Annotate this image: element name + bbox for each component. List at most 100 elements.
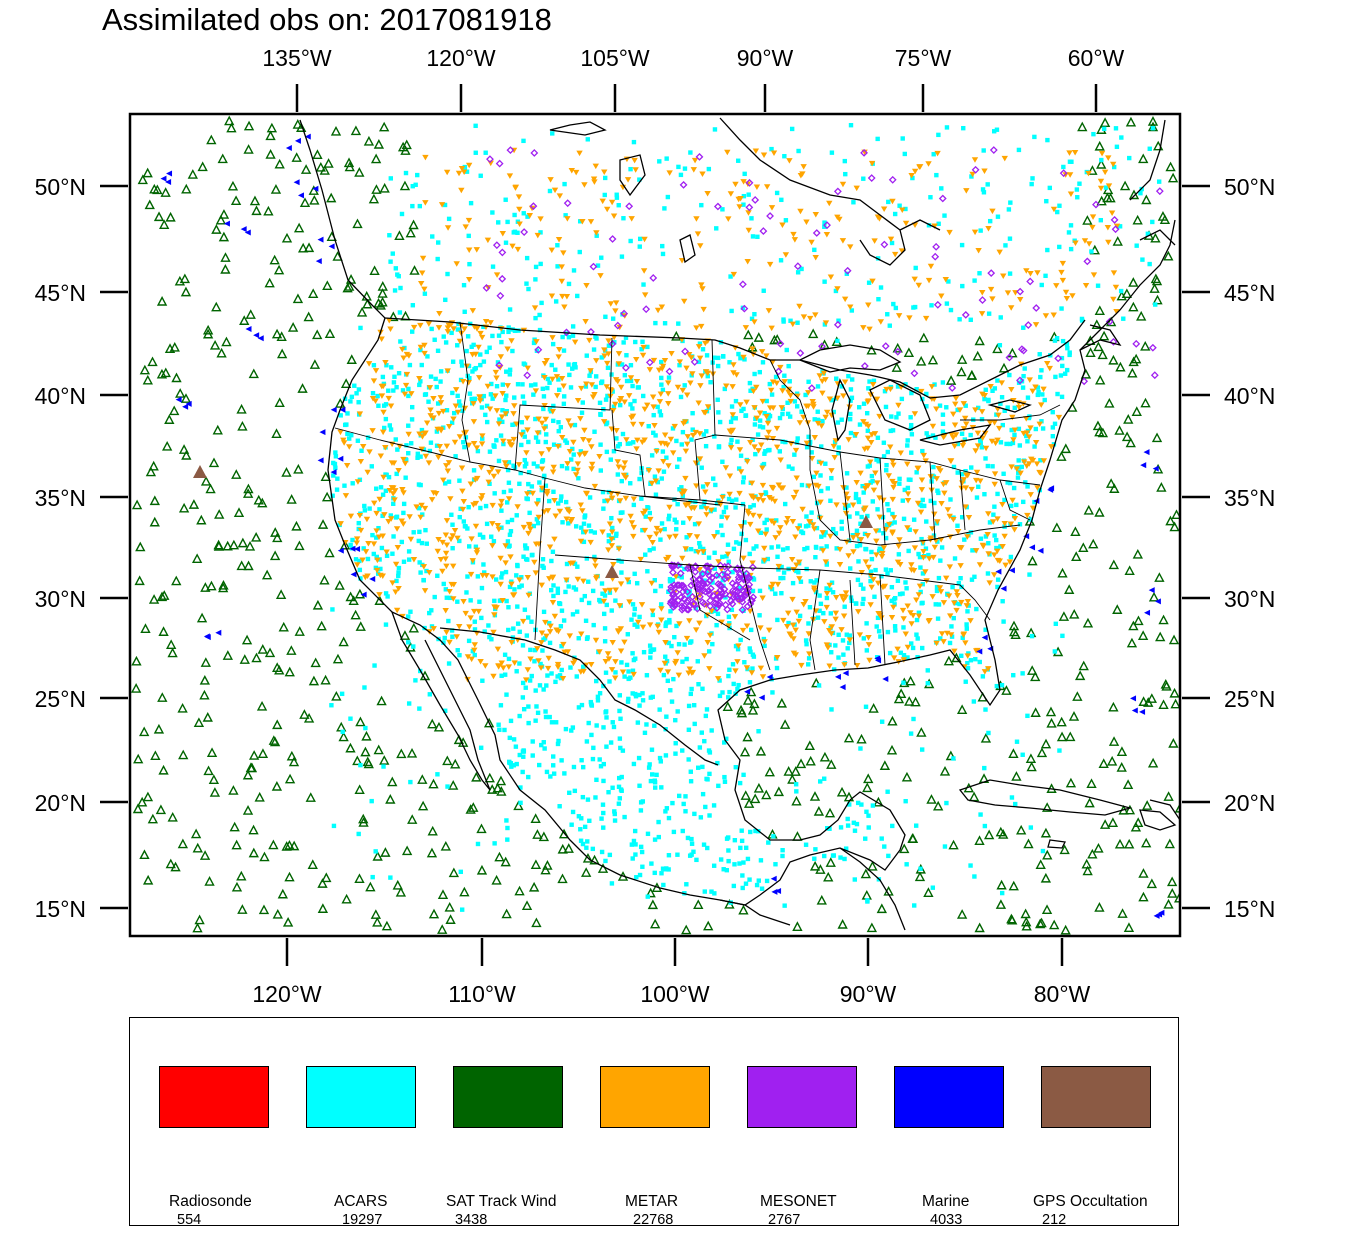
sat-track-wind-marker [131, 499, 143, 510]
acars-marker [601, 506, 606, 511]
acars-marker [427, 610, 432, 616]
acars-marker [633, 656, 638, 661]
marine-marker [350, 571, 357, 578]
acars-marker [556, 377, 561, 382]
sat-track-wind-marker [879, 760, 891, 770]
sat-track-wind-marker [272, 719, 283, 730]
acars-marker [403, 170, 409, 176]
acars-marker [650, 772, 655, 777]
acars-marker [415, 172, 420, 178]
acars-marker [688, 546, 694, 552]
sat-track-wind-marker [862, 782, 873, 793]
acars-marker [985, 571, 991, 576]
acars-marker [942, 213, 947, 218]
acars-marker [757, 418, 763, 423]
acars-marker [443, 587, 449, 592]
acars-marker [577, 249, 582, 255]
metar-marker [615, 361, 623, 367]
acars-marker [1153, 302, 1158, 307]
sat-track-wind-marker [239, 654, 250, 664]
acars-marker [900, 591, 905, 596]
metar-marker [1029, 457, 1037, 464]
metar-marker [911, 411, 919, 417]
acars-marker [777, 415, 783, 421]
mesonet-marker [529, 202, 538, 211]
sat-track-wind-marker [1035, 918, 1046, 929]
acars-marker [824, 595, 830, 601]
acars-marker [947, 640, 953, 646]
acars-marker [459, 907, 465, 912]
acars-marker [531, 461, 537, 466]
metar-marker [963, 421, 970, 428]
acars-marker [711, 803, 717, 808]
acars-marker [998, 544, 1003, 549]
acars-marker [632, 612, 637, 617]
acars-marker [517, 713, 522, 719]
sat-track-wind-marker [1114, 425, 1125, 435]
acars-marker [453, 454, 458, 459]
mesonet-marker [720, 562, 729, 571]
metar-marker [365, 541, 372, 547]
metar-marker [927, 535, 935, 541]
metar-marker [845, 553, 852, 559]
acars-marker [586, 523, 592, 528]
metar-marker [704, 190, 711, 197]
sat-track-wind-marker [863, 773, 874, 784]
metar-marker [550, 464, 557, 471]
metar-marker [811, 434, 819, 441]
metar-marker [964, 653, 971, 659]
acars-marker [812, 856, 817, 861]
acars-marker [521, 211, 526, 216]
metar-marker [1009, 414, 1016, 421]
mesonet-marker [666, 599, 675, 608]
sat-track-wind-marker [926, 794, 937, 804]
acars-marker [732, 862, 737, 867]
acars-marker [1058, 373, 1064, 378]
acars-marker [521, 554, 526, 559]
acars-marker [980, 674, 986, 679]
sat-track-wind-marker [286, 750, 298, 761]
acars-marker [759, 886, 765, 891]
acars-marker [704, 429, 709, 434]
acars-marker [493, 577, 499, 582]
metar-marker [1059, 277, 1067, 284]
acars-marker [1017, 443, 1023, 448]
acars-marker [506, 460, 512, 465]
metar-marker [444, 325, 452, 331]
metar-marker [566, 633, 574, 639]
acars-marker [645, 344, 650, 350]
metar-marker [1034, 485, 1041, 491]
sat-track-wind-marker [1060, 443, 1071, 454]
sat-track-wind-marker [1096, 159, 1107, 169]
metar-marker [755, 448, 762, 454]
metar-marker [1002, 562, 1009, 569]
acars-marker [631, 838, 637, 844]
acars-marker [1025, 713, 1030, 719]
acars-marker [930, 433, 936, 438]
sat-track-wind-marker [374, 595, 385, 605]
acars-marker [375, 393, 380, 399]
acars-marker [667, 579, 673, 584]
marine-marker [775, 887, 782, 894]
acars-marker [502, 672, 508, 677]
acars-marker [724, 736, 729, 741]
acars-marker [737, 861, 742, 866]
metar-marker [696, 592, 704, 599]
sat-track-wind-marker [1128, 277, 1139, 287]
metar-marker [847, 244, 854, 250]
sat-track-wind-marker [200, 582, 211, 592]
acars-marker [546, 498, 552, 504]
metar-marker [478, 496, 485, 502]
mesonet-marker [649, 274, 658, 282]
metar-marker [537, 216, 544, 222]
sat-track-wind-marker [735, 704, 747, 715]
acars-marker [990, 388, 995, 393]
sat-track-wind-marker [804, 740, 816, 751]
acars-marker [652, 474, 658, 479]
acars-marker [779, 590, 784, 596]
sat-track-wind-marker [448, 780, 459, 790]
metar-marker [902, 220, 910, 227]
acars-marker [1045, 137, 1050, 143]
acars-marker [659, 375, 664, 381]
sat-track-wind-marker [270, 527, 281, 537]
